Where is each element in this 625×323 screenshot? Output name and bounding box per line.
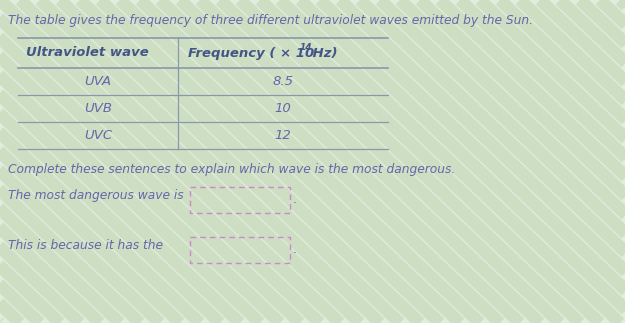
Text: 8.5: 8.5 <box>272 75 294 88</box>
Text: Ultraviolet wave: Ultraviolet wave <box>26 47 149 59</box>
Text: 10: 10 <box>274 102 291 115</box>
Text: .: . <box>293 193 297 206</box>
Bar <box>190 187 290 213</box>
Text: UVB: UVB <box>84 102 112 115</box>
Text: This is because it has the: This is because it has the <box>8 239 163 252</box>
Text: .: . <box>293 243 297 256</box>
Text: 12: 12 <box>274 129 291 142</box>
Text: The table gives the frequency of three different ultraviolet waves emitted by th: The table gives the frequency of three d… <box>8 14 533 27</box>
Text: 14: 14 <box>300 44 312 53</box>
Text: Hz): Hz) <box>308 47 338 59</box>
Text: UVC: UVC <box>84 129 112 142</box>
Bar <box>190 237 290 263</box>
Text: UVA: UVA <box>84 75 112 88</box>
Text: The most dangerous wave is: The most dangerous wave is <box>8 189 184 202</box>
Text: Frequency ( × 10: Frequency ( × 10 <box>188 47 314 59</box>
Text: Complete these sentences to explain which wave is the most dangerous.: Complete these sentences to explain whic… <box>8 163 455 176</box>
